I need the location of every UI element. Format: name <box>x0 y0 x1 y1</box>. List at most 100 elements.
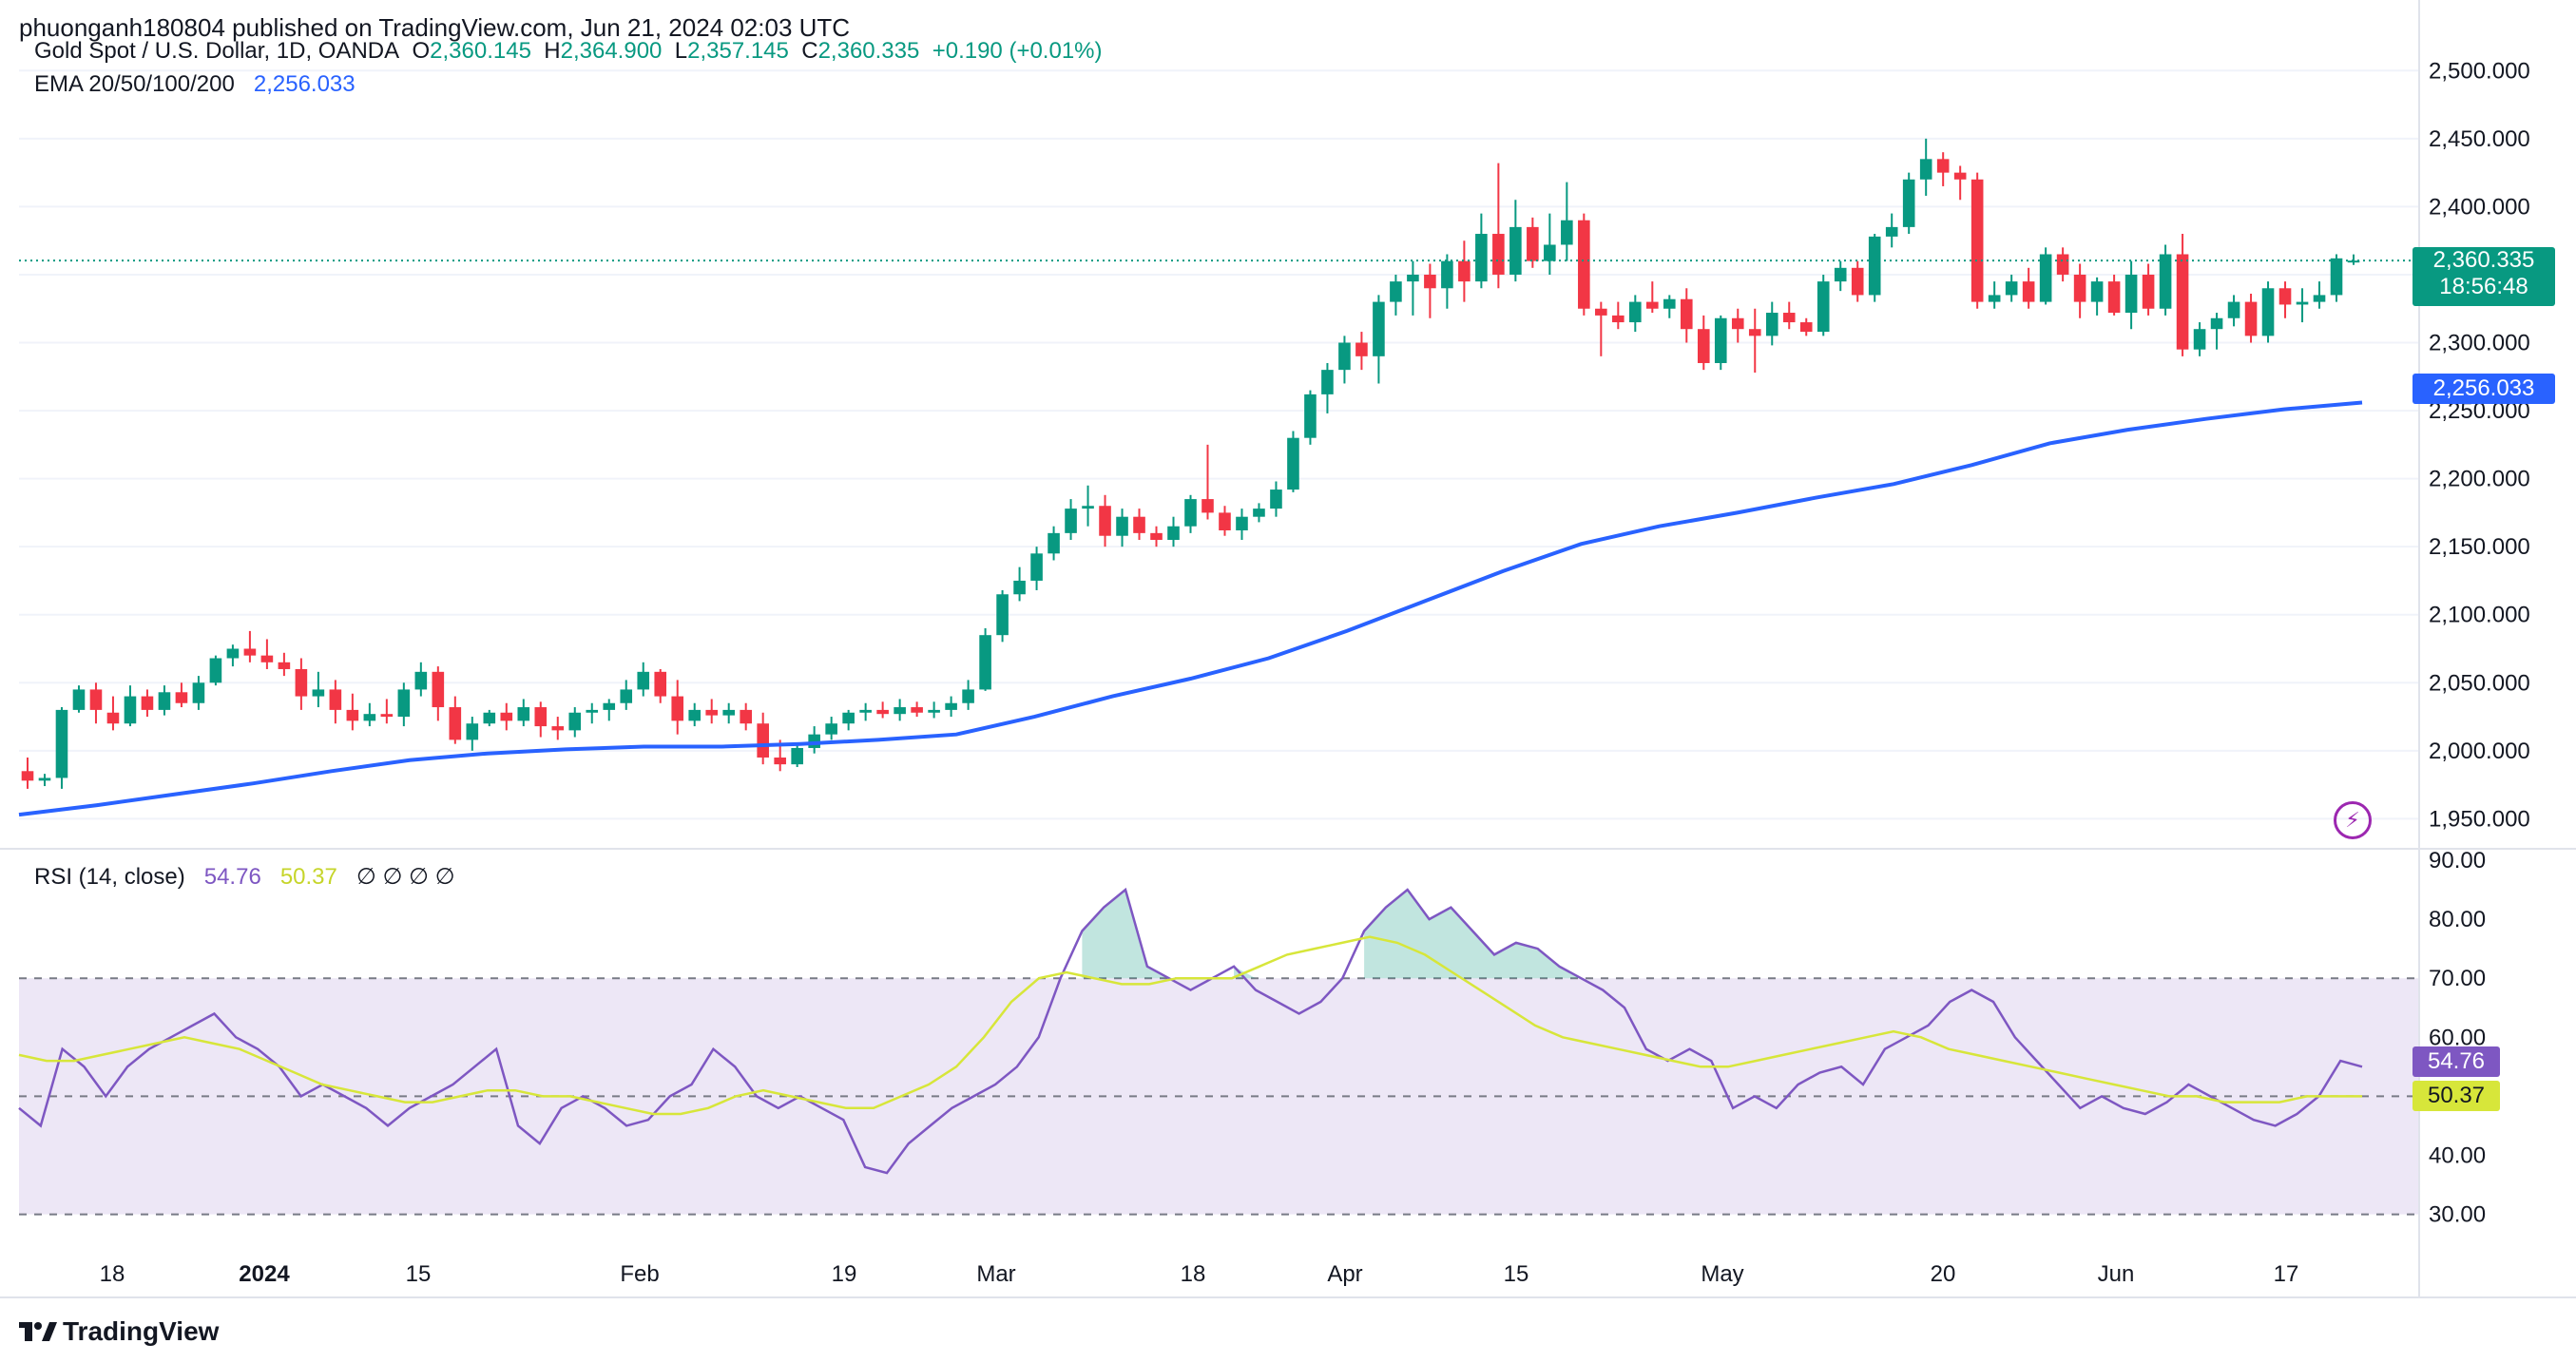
rsi-ma-tag: 50.37 <box>2413 1081 2500 1111</box>
candle-body <box>1030 553 1043 581</box>
time-tick-label: 20 <box>1931 1261 1956 1287</box>
time-tick-label: Jun <box>2098 1261 2135 1287</box>
candle-body <box>1201 499 1214 513</box>
candle-body <box>1338 342 1351 371</box>
ema-legend: EMA 20/50/100/200 2,256.033 <box>34 71 356 98</box>
candle-body <box>1748 329 1761 336</box>
candle-body <box>1851 267 1864 296</box>
rsi-tag: 54.76 <box>2413 1046 2500 1077</box>
price-tick-label: 2,150.000 <box>2429 534 2530 560</box>
candle-body <box>278 662 291 669</box>
candle-body <box>466 723 479 740</box>
candle-body <box>1048 532 1060 554</box>
candle-body <box>911 707 923 713</box>
candle-body <box>620 689 633 703</box>
candle-body <box>1646 301 1659 309</box>
candle-body <box>2210 317 2223 330</box>
candle-body <box>517 707 530 721</box>
candle-body <box>945 702 957 710</box>
candle-body <box>55 709 68 778</box>
price-tick-label: 2,200.000 <box>2429 467 2530 492</box>
candle-body <box>500 712 513 721</box>
published-line: phuonganh180804 published on TradingView… <box>19 13 851 42</box>
time-tick-label: 15 <box>1504 1261 1529 1287</box>
close-value: 2,360.335 <box>817 38 920 64</box>
candle-body <box>1885 226 1898 237</box>
candle-body <box>2313 295 2326 302</box>
candle-body <box>89 689 103 710</box>
candle-body <box>1065 509 1077 533</box>
time-tick-label: 18 <box>100 1261 125 1287</box>
rsi-tick-label: 30.00 <box>2429 1202 2486 1228</box>
candle-body <box>2261 288 2275 336</box>
candle-body <box>1988 295 2001 302</box>
candle-body <box>688 709 702 721</box>
candle-body <box>1184 499 1197 527</box>
rsi-overbought-fill <box>1082 890 1582 979</box>
candle-body <box>2347 260 2360 263</box>
candle-body <box>1475 234 1488 282</box>
candle-body <box>1697 329 1710 363</box>
candle-body <box>671 696 684 721</box>
candle-body <box>1407 274 1419 282</box>
candle-body <box>637 671 650 690</box>
rsi-legend: RSI (14, close) 54.76 50.37 ∅ ∅ ∅ ∅ <box>34 863 455 891</box>
candle-body <box>705 709 719 716</box>
candle-body <box>1492 234 1505 275</box>
candle-body <box>1355 342 1368 356</box>
rsi-label[interactable]: RSI (14, close) <box>34 864 185 890</box>
candle-body <box>1373 301 1385 356</box>
rsi-tick-label: 90.00 <box>2429 848 2486 873</box>
candle-body <box>260 655 274 662</box>
candle-body <box>979 635 991 690</box>
lightning-icon[interactable]: ⚡ <box>2334 801 2372 839</box>
candle-body <box>774 757 786 765</box>
candle-body <box>962 689 974 703</box>
candle-body <box>1150 532 1163 541</box>
candle-body <box>1834 267 1847 282</box>
candle-body <box>141 696 154 710</box>
time-tick-label: 18 <box>1181 1261 1206 1287</box>
candle-body <box>1099 506 1111 536</box>
candle-body <box>2039 254 2052 302</box>
low-label: L <box>674 38 688 64</box>
candle-body <box>1253 509 1265 517</box>
candle-body <box>158 692 171 710</box>
candle-body <box>414 671 428 690</box>
candle-body <box>226 648 240 659</box>
candle-body <box>1424 274 1436 289</box>
symbol-label[interactable]: Gold Spot / U.S. Dollar, 1D, OANDA <box>34 38 400 64</box>
candle-body <box>1902 179 1915 227</box>
candle-body <box>1527 226 1539 261</box>
rsi-tick-label: 40.00 <box>2429 1142 2486 1168</box>
time-tick-label: May <box>1701 1261 1743 1287</box>
price-tick-label: 2,450.000 <box>2429 126 2530 152</box>
candle-body <box>722 709 735 716</box>
candle-body <box>1765 313 1778 336</box>
candle-body <box>842 712 855 724</box>
price-tick-label: 1,950.000 <box>2429 806 2530 832</box>
candle-body <box>329 689 342 710</box>
candle-body <box>1133 516 1145 533</box>
candle-body <box>1782 313 1796 323</box>
candle-body <box>1321 370 1334 394</box>
ema-line <box>18 400 2363 817</box>
candle-body <box>432 671 445 708</box>
time-tick-label: 15 <box>406 1261 432 1287</box>
candle-body <box>1390 281 1402 302</box>
candle-body <box>894 707 906 715</box>
candle-body <box>346 709 359 721</box>
tradingview-brand[interactable]: TradingView <box>19 1316 219 1347</box>
ema-label[interactable]: EMA 20/50/100/200 <box>34 71 235 97</box>
candle-body <box>1236 516 1248 530</box>
candle-body <box>757 723 769 758</box>
time-tick-label: Feb <box>620 1261 659 1287</box>
high-value: 2,364.900 <box>560 38 663 64</box>
price-tick-label: 2,500.000 <box>2429 58 2530 84</box>
rsi-ma-value: 50.37 <box>279 864 337 890</box>
candle-body <box>38 777 51 781</box>
candle-body <box>1629 301 1642 323</box>
candle-body <box>740 709 752 724</box>
candle-body <box>483 712 496 724</box>
